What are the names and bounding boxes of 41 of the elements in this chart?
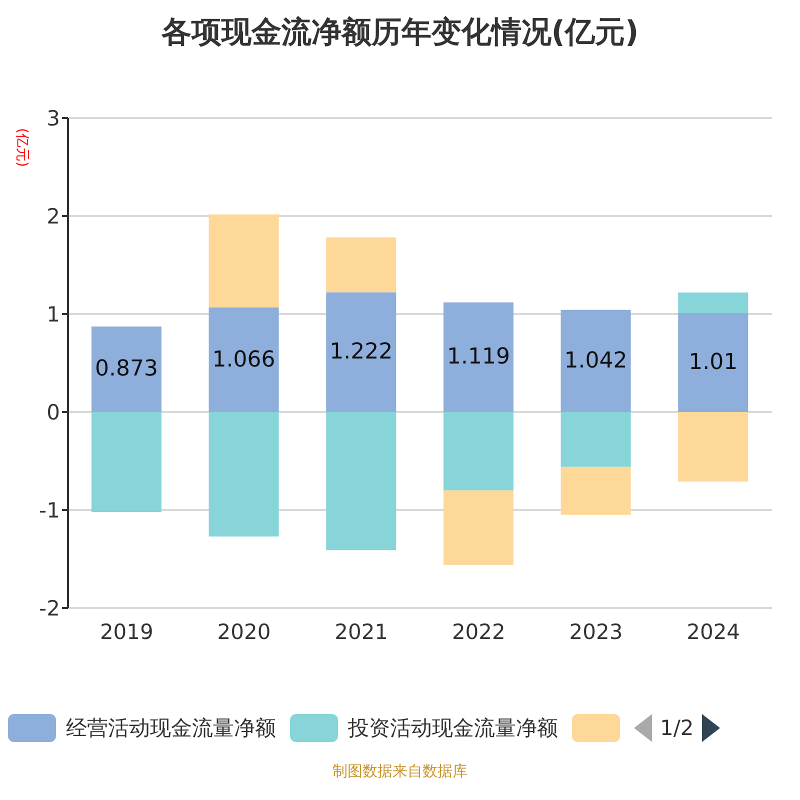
y-tick-label: 3: [46, 106, 60, 130]
bar: [443, 302, 514, 412]
y-axis-title: (亿元): [14, 128, 30, 167]
bar: [208, 214, 279, 308]
data-label: 1.222: [330, 340, 393, 365]
data-label: 1.01: [688, 350, 738, 376]
bar: [443, 412, 514, 490]
y-tick-label: -1: [39, 498, 60, 522]
bar: [91, 412, 162, 512]
bar: [208, 308, 279, 412]
bar: [208, 412, 279, 536]
legend-label: 投资活动现金流量净额: [348, 715, 558, 742]
y-tick-label: 2: [46, 204, 60, 228]
legend-label: 经营活动现金流量净额: [66, 715, 276, 742]
text: 1/2: [660, 716, 694, 740]
x-tick-label: 2024: [686, 620, 740, 644]
data-label: 1.119: [446, 344, 510, 370]
bar: [678, 292, 748, 314]
bar: [443, 490, 514, 565]
x-tick-label: 2021: [334, 620, 388, 644]
bar: [560, 310, 631, 412]
y-tick-label: -2: [39, 596, 60, 620]
y-tick-label: 1: [46, 302, 60, 326]
data-label: 1.042: [564, 348, 628, 374]
x-tick-label: 2022: [452, 620, 506, 644]
x-tick-label: 2020: [217, 620, 271, 644]
bar: [91, 326, 162, 412]
x-tick-label: 2023: [569, 620, 623, 644]
bar: [326, 292, 396, 412]
bar: [678, 412, 748, 482]
data-label: 1.066: [212, 347, 276, 372]
bar: [560, 466, 631, 515]
data-label: 0.873: [94, 356, 158, 382]
text: 制图数据来自数据库: [332, 762, 468, 781]
bar: [326, 412, 396, 550]
x-tick-label: 2019: [100, 620, 154, 644]
bar: [560, 412, 631, 467]
bar: [678, 313, 748, 412]
bar: [326, 237, 396, 292]
y-tick-label: 0: [46, 400, 60, 424]
chart-title: 各项现金流净额历年变化情况(亿元): [160, 14, 640, 52]
